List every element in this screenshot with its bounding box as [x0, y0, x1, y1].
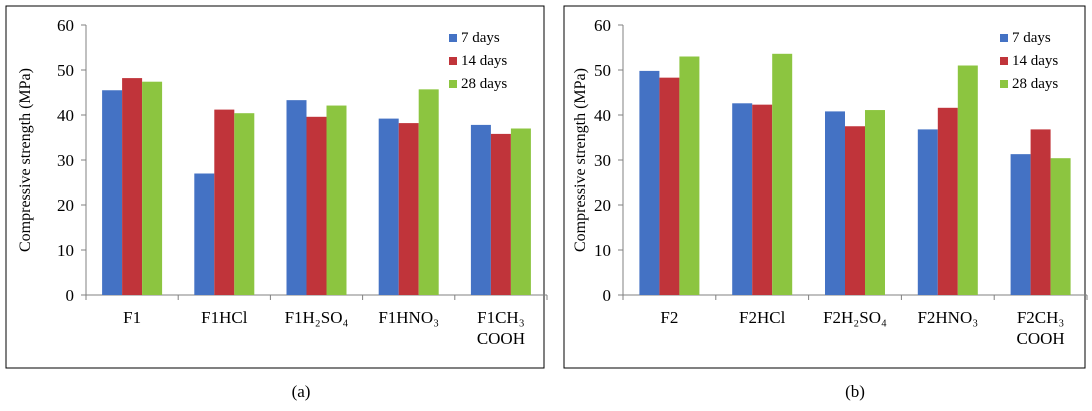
x-tick-label: COOH — [477, 329, 525, 348]
x-tick-label: F1CH₃ — [477, 308, 525, 327]
y-tick-label: 0 — [66, 286, 75, 305]
y-tick-label: 30 — [594, 151, 611, 170]
chart-frame — [5, 5, 545, 369]
bar — [772, 53, 793, 295]
y-tick-label: 10 — [57, 241, 74, 260]
y-tick-label: 40 — [57, 106, 74, 125]
legend-label: 28 days — [1012, 76, 1058, 92]
bar — [510, 128, 531, 295]
bar — [142, 81, 163, 295]
bar — [845, 126, 865, 295]
bar — [490, 133, 511, 295]
x-tick-label: F1HNO₃ — [378, 308, 439, 327]
legend-swatch — [1000, 34, 1008, 42]
y-axis-label: Compressive strength (MPa) — [572, 68, 589, 252]
x-tick-label: F2H₂SO₄ — [823, 308, 887, 327]
y-tick-label: 60 — [57, 16, 74, 35]
legend-swatch — [1000, 57, 1008, 65]
y-tick-label: 10 — [594, 241, 611, 260]
y-tick-label: 40 — [594, 106, 611, 125]
bar — [659, 77, 680, 296]
bar — [732, 103, 753, 295]
bar — [306, 116, 327, 295]
legend-swatch — [449, 80, 457, 88]
x-tick-label: COOH — [1017, 329, 1065, 348]
x-tick-label: F2HNO₃ — [917, 308, 978, 327]
bar — [286, 100, 307, 296]
bar — [326, 105, 347, 295]
y-tick-label: 20 — [57, 196, 74, 215]
y-tick-label: 30 — [57, 151, 74, 170]
y-axis-label: Compressive strength (MPa) — [17, 68, 34, 252]
bar — [122, 78, 143, 295]
x-tick-label: F1H₂SO₄ — [285, 308, 349, 327]
bar — [639, 70, 660, 296]
x-tick-label: F1HCl — [201, 308, 248, 327]
bar — [234, 113, 255, 295]
bar — [1010, 154, 1031, 295]
legend-swatch — [449, 57, 457, 65]
bar — [418, 89, 439, 295]
bar — [679, 56, 700, 295]
chart-panel-2: 0 10 20 30 40 50 60 Compressive strength (MPa) F… — [563, 5, 1088, 369]
chart-frame — [563, 5, 1086, 369]
bar — [865, 110, 885, 295]
bar — [752, 104, 773, 296]
bar — [398, 123, 419, 295]
x-tick-label: F2HCl — [739, 308, 786, 327]
bar — [917, 129, 938, 295]
x-tick-label: F2 — [660, 308, 678, 327]
bar — [1050, 158, 1071, 295]
bar — [470, 124, 491, 296]
legend-label: 7 days — [1012, 30, 1051, 46]
y-tick-label: 60 — [594, 16, 611, 35]
panel-caption: (a) — [292, 382, 311, 401]
panel-caption: (b) — [845, 382, 865, 401]
y-tick-label: 50 — [57, 61, 74, 80]
chart-panel-1: 0 10 20 30 40 50 60 Compressive strength (MPa) F… — [5, 5, 548, 369]
legend-label: 14 days — [1012, 53, 1058, 69]
bar — [957, 65, 978, 295]
bar — [102, 90, 123, 295]
x-tick-label: F2CH₃ — [1017, 308, 1065, 327]
bar — [937, 107, 958, 295]
bar — [825, 111, 845, 296]
bar — [378, 118, 399, 295]
y-tick-label: 0 — [603, 286, 612, 305]
bar — [1030, 129, 1051, 295]
bar — [214, 109, 235, 295]
bar — [194, 173, 215, 295]
x-tick-label: F1 — [123, 308, 141, 327]
y-tick-label: 20 — [594, 196, 611, 215]
legend-label: 14 days — [461, 53, 507, 69]
legend-swatch — [449, 34, 457, 42]
y-tick-label: 50 — [594, 61, 611, 80]
legend-swatch — [1000, 80, 1008, 88]
legend-label: 7 days — [461, 30, 500, 46]
legend-label: 28 days — [461, 76, 507, 92]
